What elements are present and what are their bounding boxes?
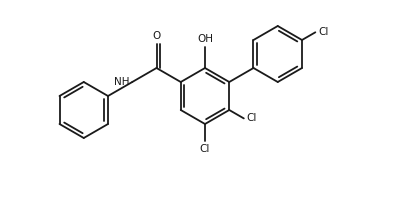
Text: Cl: Cl	[318, 27, 329, 37]
Text: Cl: Cl	[247, 113, 257, 123]
Text: O: O	[152, 31, 161, 41]
Text: OH: OH	[197, 34, 213, 44]
Text: Cl: Cl	[200, 144, 210, 154]
Text: NH: NH	[114, 76, 129, 87]
